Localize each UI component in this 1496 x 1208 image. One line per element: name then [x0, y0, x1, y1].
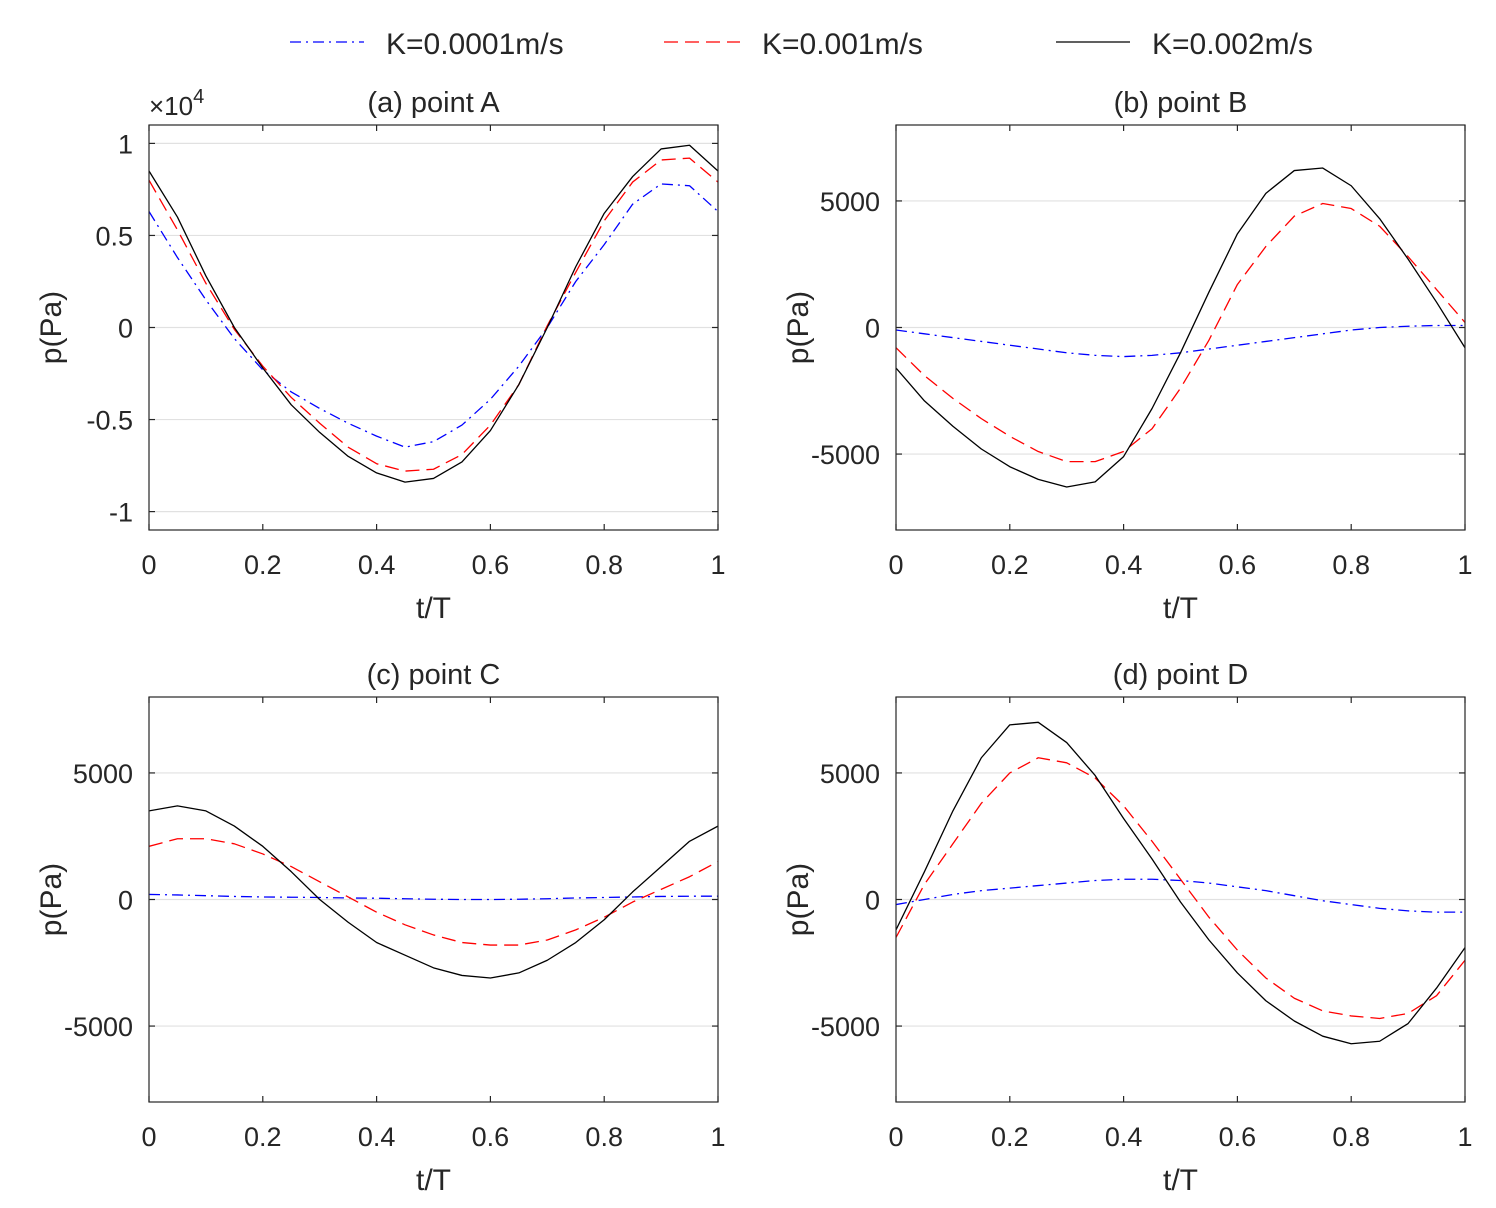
panel-point-b: 0 0.2 0.4 0.6 0.8 1 -5000 0 5000 (b) point B t/T p(…: [782, 87, 1473, 625]
panel-point-c: 0 0.2 0.4 0.6 0.8 1 -5000 0 5000 (c) point C t/T p(…: [35, 659, 726, 1197]
legend-label-2: K=0.001m/s: [762, 28, 923, 61]
y-tick-label: 0: [118, 314, 133, 344]
series-line-k-0.001: [896, 757, 1465, 1020]
series-line-k-0.001: [149, 838, 718, 946]
x-tick-label: 0.4: [1105, 550, 1143, 580]
x-tick-label: 0.2: [991, 550, 1029, 580]
series-line-k-0.001: [896, 202, 1465, 463]
x-tick-label: 0.8: [1332, 550, 1370, 580]
panel-title: (d) point D: [1113, 659, 1248, 691]
y-tick-label: 0: [865, 886, 880, 916]
series-group: [896, 167, 1465, 488]
series-group: [149, 805, 718, 979]
x-tick-label: 0: [141, 1122, 156, 1152]
series-line-k-0.002: [896, 721, 1465, 1045]
y-tick-label: 0: [865, 314, 880, 344]
series-line-k-0.002: [896, 167, 1465, 488]
series-line-k-0.001: [149, 157, 718, 472]
x-tick-label: 0.8: [1332, 1122, 1370, 1152]
series-line-k-0.0001: [149, 893, 718, 901]
y-axis-label: p(Pa): [35, 863, 68, 936]
y-tick-label: 5000: [73, 759, 133, 789]
y-tick-label: -1: [109, 498, 133, 528]
y-tick-label: -5000: [64, 1012, 133, 1042]
x-axis-label: t/T: [1163, 592, 1198, 625]
y-tick-label: 0: [118, 886, 133, 916]
legend: K=0.0001m/s K=0.001m/s K=0.002m/s: [290, 28, 1313, 61]
y-tick-label: -5000: [811, 440, 880, 470]
exponent-power: 4: [193, 86, 204, 108]
series-line-k-0.0001: [896, 878, 1465, 913]
x-tick-label: 0.4: [358, 550, 396, 580]
y-exponent-label: ×104: [149, 86, 204, 121]
x-tick-label: 0.8: [585, 1122, 623, 1152]
x-axis-label: t/T: [416, 1164, 451, 1197]
x-tick-label: 0.8: [585, 550, 623, 580]
series-line-k-0.002: [149, 144, 718, 483]
y-axis-label: p(Pa): [35, 291, 68, 364]
x-axis-label: t/T: [416, 592, 451, 625]
x-tick-label: 0.6: [472, 1122, 510, 1152]
x-tick-label: 0.2: [991, 1122, 1029, 1152]
x-tick-label: 0.2: [244, 1122, 282, 1152]
panel-point-d: 0 0.2 0.4 0.6 0.8 1 -5000 0 5000 (d) point D t/T p(…: [782, 659, 1473, 1197]
x-tick-label: 0: [888, 550, 903, 580]
x-tick-label: 0.6: [472, 550, 510, 580]
series-line-k-0.0001: [149, 183, 718, 448]
x-tick-label: 0.6: [1219, 550, 1257, 580]
panel-title: (a) point A: [367, 87, 500, 119]
exponent-prefix: ×10: [149, 91, 193, 121]
y-tick-label: -0.5: [86, 406, 133, 436]
x-tick-label: 0: [888, 1122, 903, 1152]
x-axis-label: t/T: [1163, 1164, 1198, 1197]
x-tick-label: 0.6: [1219, 1122, 1257, 1152]
x-tick-label: 1: [710, 550, 725, 580]
y-axis-label: p(Pa): [782, 291, 815, 364]
x-tick-label: 1: [1457, 550, 1472, 580]
panel-point-a: 0 0.2 0.4 0.6 0.8 1 -1 -0.5 0 0.5 1 ×104 (a) point A…: [35, 86, 726, 625]
x-tick-label: 0.4: [1105, 1122, 1143, 1152]
y-tick-label: 5000: [820, 187, 880, 217]
y-tick-label: 1: [118, 129, 133, 159]
x-tick-label: 1: [1457, 1122, 1472, 1152]
x-tick-label: 1: [710, 1122, 725, 1152]
x-tick-label: 0.4: [358, 1122, 396, 1152]
series-group: [149, 144, 718, 483]
y-tick-label: 5000: [820, 759, 880, 789]
panel-title: (b) point B: [1114, 87, 1248, 119]
series-line-k-0.002: [149, 805, 718, 979]
x-tick-label: 0: [141, 550, 156, 580]
panel-title: (c) point C: [367, 659, 501, 691]
x-tick-label: 0.2: [244, 550, 282, 580]
legend-label-1: K=0.0001m/s: [386, 28, 564, 61]
y-tick-label: 0.5: [95, 221, 133, 251]
y-axis-label: p(Pa): [782, 863, 815, 936]
legend-label-3: K=0.002m/s: [1152, 28, 1313, 61]
y-tick-label: -5000: [811, 1012, 880, 1042]
series-group: [896, 721, 1465, 1045]
